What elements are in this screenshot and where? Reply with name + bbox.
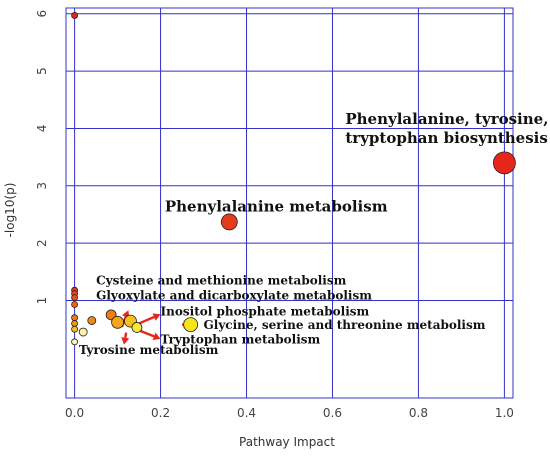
data-point [71,294,78,302]
x-tick-label: 0.8 [409,406,428,420]
arrow-shaft [138,329,155,338]
data-point [131,322,143,333]
pathway-label: tryptophan biosynthesis [345,129,547,147]
pathway-label: Glyoxylate and dicarboxylate metabolism [96,288,372,302]
arrow-shaft [138,315,155,325]
x-axis-title: Pathway Impact [239,435,335,449]
data-point [71,325,78,333]
y-tick-label: 2 [35,239,49,247]
data-point [71,320,78,327]
data-points [71,12,516,346]
x-tick-label: 0.4 [237,406,256,420]
pathway-label: Phenylalanine, tyrosine, and [345,110,550,128]
x-tick-label: 0.2 [151,406,170,420]
y-tick-label: 5 [35,67,49,75]
data-point [183,317,199,332]
data-point [111,315,124,329]
x-tick-label: 0.6 [323,406,342,420]
pathway-label: Phenylalanine metabolism [165,198,388,216]
y-tick-label: 3 [35,182,49,190]
pathway-label: Inositol phosphate metabolism [161,304,370,318]
arrow-shaft [124,332,128,338]
data-point [493,151,516,175]
y-tick-label: 6 [35,10,49,18]
data-point [87,316,97,325]
plot-border [65,7,514,399]
pathway-label: Glycine, serine and threonine metabolism [204,318,486,332]
pathway-label: Tyrosine metabolism [79,343,219,357]
x-tick-label: 1.0 [495,406,514,420]
arrow-head [152,332,161,341]
arrow-head [152,313,161,321]
pathway-label: Cysteine and methionine metabolism [96,273,347,287]
data-point [71,12,78,19]
data-point [220,213,238,231]
x-tick-label: 0.0 [65,406,84,420]
arrow-head [121,337,130,345]
data-point [71,338,78,346]
pathway-label: Tryptophan metabolism [161,333,321,347]
grid-lines [66,8,513,398]
y-axis-title: -log10(p) [3,183,17,238]
y-tick-label: 1 [35,297,49,305]
data-point [78,327,88,337]
y-tick-label: 4 [35,125,49,133]
data-point [71,301,78,308]
x-tick-labels: 0.0 0.2 0.4 0.6 0.8 1.0 [65,406,514,420]
y-tick-labels: 1 2 3 4 5 6 [35,10,49,304]
annotations: Phenylalanine, tyrosine, andtryptophan b… [79,110,550,357]
data-point [71,314,78,322]
